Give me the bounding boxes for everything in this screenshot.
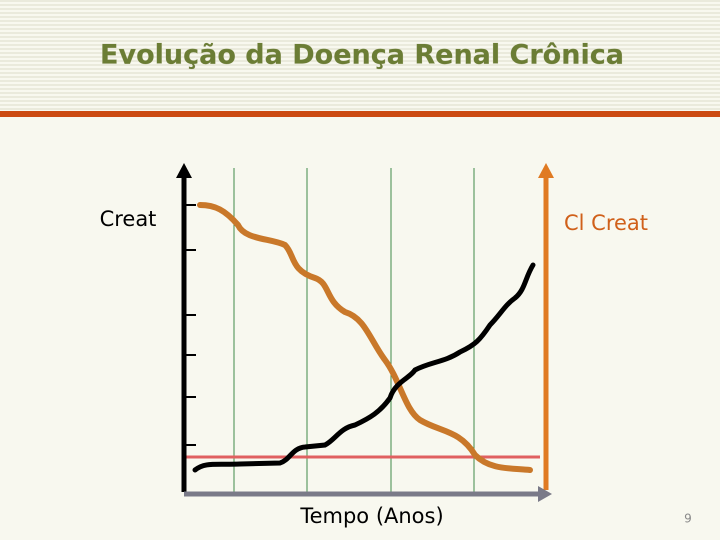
left-axis-arrow bbox=[176, 163, 192, 178]
left-axis-label: Creat bbox=[100, 207, 157, 231]
header-background bbox=[0, 0, 720, 110]
right-axis-arrow bbox=[538, 163, 554, 178]
diagram: Creat Cl Creat Tempo (Anos) bbox=[100, 163, 648, 528]
x-axis-arrow bbox=[538, 486, 552, 502]
slide-title: Evolução da Doença Renal Crônica bbox=[100, 40, 624, 71]
page-number: 9 bbox=[684, 512, 692, 526]
clearance-curve bbox=[197, 202, 533, 473]
x-axis-label: Tempo (Anos) bbox=[299, 504, 443, 528]
header-rule bbox=[0, 111, 720, 117]
creatinine-curve bbox=[192, 262, 536, 473]
right-axis-label: Cl Creat bbox=[564, 211, 648, 235]
grid-lines bbox=[233, 168, 475, 492]
